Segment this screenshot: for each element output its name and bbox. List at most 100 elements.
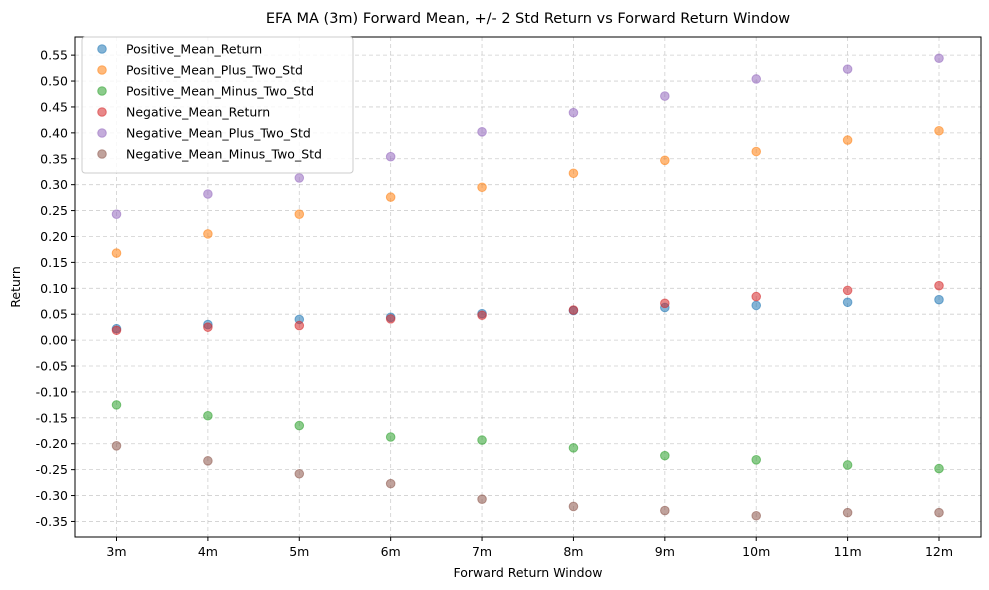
data-point <box>477 435 487 445</box>
legend-box <box>81 36 354 174</box>
y-tick-label: 0.15 <box>40 255 68 270</box>
data-point <box>934 53 944 64</box>
y-tick-label: 0.20 <box>40 229 68 244</box>
data-point <box>203 410 213 421</box>
y-tick-label: 0.05 <box>40 307 68 322</box>
data-point <box>477 127 487 137</box>
x-tick-label: 7m <box>472 544 492 559</box>
data-point <box>385 432 396 442</box>
data-point <box>111 209 122 220</box>
data-point <box>934 125 944 136</box>
data-point <box>568 305 579 315</box>
y-tick-label: 0.40 <box>40 125 68 140</box>
data-point <box>568 443 579 453</box>
legend-label: Positive_Mean_Return <box>126 42 262 57</box>
data-point <box>842 297 853 308</box>
data-point <box>111 248 122 258</box>
data-point <box>477 310 487 321</box>
y-tick-label: -0.15 <box>36 410 68 425</box>
legend-label: Negative_Mean_Minus_Two_Std <box>126 147 322 162</box>
legend-marker <box>97 65 107 75</box>
legend-marker <box>97 44 107 54</box>
legend-marker <box>97 107 107 117</box>
y-tick-label: 0.00 <box>40 333 68 348</box>
data-point <box>934 294 944 305</box>
data-point <box>842 285 853 296</box>
data-point <box>385 314 396 324</box>
data-point <box>751 291 762 302</box>
y-tick-label: -0.05 <box>36 359 68 374</box>
data-point <box>751 300 762 311</box>
data-point <box>568 107 579 118</box>
x-axis-label: Forward Return Window <box>454 565 603 580</box>
data-point <box>842 460 853 470</box>
data-point <box>203 229 213 239</box>
data-point <box>568 168 579 179</box>
data-point <box>294 320 305 331</box>
data-point <box>203 189 213 199</box>
data-point <box>660 91 670 101</box>
y-tick-label: 0.45 <box>40 99 68 114</box>
data-point <box>842 135 853 145</box>
legend-marker <box>97 86 107 96</box>
legend-label: Negative_Mean_Plus_Two_Std <box>126 126 311 141</box>
y-tick-label: 0.35 <box>40 151 68 166</box>
data-point <box>477 494 487 504</box>
x-tick-label: 9m <box>655 544 675 559</box>
data-point <box>385 192 396 202</box>
data-point <box>111 441 122 451</box>
data-point <box>477 182 487 193</box>
y-tick-label: 0.55 <box>40 48 68 63</box>
data-point <box>385 478 396 489</box>
x-tick-label: 10m <box>742 544 770 559</box>
data-point <box>111 400 122 410</box>
y-tick-label: 0.30 <box>40 177 68 192</box>
x-tick-label: 12m <box>925 544 953 559</box>
data-point <box>934 463 944 474</box>
data-point <box>934 507 944 518</box>
data-point <box>568 501 579 512</box>
data-point <box>842 507 853 518</box>
data-point <box>751 454 762 465</box>
data-point <box>660 450 670 461</box>
x-tick-label: 11m <box>834 544 862 559</box>
y-tick-label: -0.25 <box>36 462 68 477</box>
data-point <box>751 74 762 84</box>
legend-label: Negative_Mean_Return <box>126 105 270 120</box>
x-tick-label: 5m <box>289 544 309 559</box>
chart-title: EFA MA (3m) Forward Mean, +/- 2 Std Retu… <box>266 11 790 27</box>
legend-marker <box>97 128 107 138</box>
data-point <box>203 322 213 332</box>
data-point <box>660 298 670 309</box>
y-tick-label: 0.50 <box>40 74 68 89</box>
data-point <box>203 456 213 466</box>
x-tick-label: 6m <box>381 544 401 559</box>
data-point <box>294 468 305 479</box>
data-point <box>751 146 762 157</box>
y-axis-label: Return <box>8 266 23 307</box>
data-point <box>751 510 762 521</box>
y-tick-label: -0.30 <box>36 488 68 503</box>
legend-label: Positive_Mean_Plus_Two_Std <box>126 63 303 78</box>
legend: Positive_Mean_Return Positive_Mean_Plus_T… <box>81 36 354 174</box>
data-point <box>294 209 305 220</box>
data-point <box>294 420 305 431</box>
data-point <box>294 173 305 183</box>
x-tick-label: 4m <box>198 544 218 559</box>
data-point <box>660 155 670 166</box>
data-point <box>934 280 944 291</box>
data-point <box>842 64 853 74</box>
legend-marker <box>97 149 107 159</box>
data-point <box>385 151 396 162</box>
y-tick-label: -0.35 <box>36 514 68 529</box>
x-tick-label: 3m <box>106 544 126 559</box>
y-tick-label: -0.20 <box>36 436 68 451</box>
x-tick-label: 8m <box>563 544 583 559</box>
data-point <box>111 325 122 336</box>
plot-points <box>111 53 944 521</box>
legend-label: Positive_Mean_Minus_Two_Std <box>126 84 314 99</box>
y-axis-ticks: -0.35 -0.30 -0.25 -0.20 -0.15 -0.10 -0.05 0.00 0… <box>36 48 75 529</box>
x-axis-ticks: 3m 4m 5m 6m 7m 8m 9m 10m 11m 12m <box>106 537 953 559</box>
y-tick-label: -0.10 <box>36 384 68 399</box>
